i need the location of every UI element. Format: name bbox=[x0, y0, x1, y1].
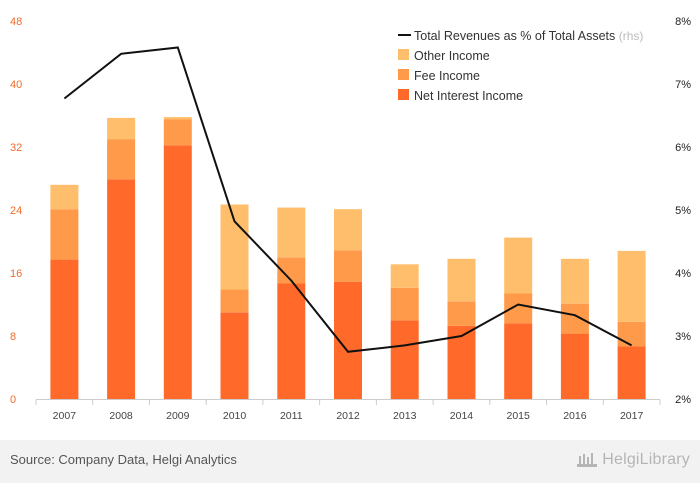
bar-other-income-2012 bbox=[334, 209, 362, 251]
x-ticks: 2007 2008 2009 2010 2011 2012 2013 2014 2015 2016… bbox=[35, 399, 661, 422]
bar-net-interest-income-2007 bbox=[50, 259, 79, 399]
bars-layer bbox=[50, 117, 646, 400]
bar-other-income-2011 bbox=[277, 207, 306, 258]
bar-net-interest-income-2010 bbox=[220, 312, 249, 399]
y-left-tick-label: 24 bbox=[10, 205, 22, 217]
bar-fee-income-2013 bbox=[390, 288, 419, 321]
bar-other-income-2007 bbox=[50, 184, 79, 210]
legend-label-other-income: Other Income bbox=[414, 49, 490, 63]
y-left-tick-label: 8 bbox=[10, 331, 16, 343]
x-tick-label: 2007 bbox=[53, 410, 77, 422]
bar-net-interest-income-2013 bbox=[390, 320, 419, 400]
x-tick-label: 2014 bbox=[450, 410, 474, 422]
footer: Source: Company Data, Helgi Analytics He… bbox=[0, 440, 700, 483]
brand-name: HelgiLibrary bbox=[602, 451, 690, 468]
bar-other-income-2017 bbox=[617, 250, 646, 322]
x-tick-label: 2015 bbox=[507, 410, 531, 422]
x-tick-label: 2017 bbox=[620, 410, 644, 422]
y-right-tick-label: 3% bbox=[675, 331, 691, 343]
bar-net-interest-income-2009 bbox=[163, 145, 192, 399]
bar-fee-income-2017 bbox=[617, 321, 646, 347]
y-right-tick-label: 5% bbox=[675, 205, 691, 217]
bar-other-income-2008 bbox=[107, 117, 136, 140]
y-left-tick-label: 0 bbox=[10, 394, 16, 406]
bar-net-interest-income-2017 bbox=[617, 346, 646, 399]
bar-fee-income-2009 bbox=[163, 119, 192, 146]
x-tick-label: 2010 bbox=[223, 410, 247, 422]
x-tick-label: 2011 bbox=[280, 410, 303, 422]
y-left-tick-label: 32 bbox=[10, 142, 22, 154]
bar-net-interest-income-2016 bbox=[560, 333, 589, 399]
x-tick-label: 2013 bbox=[393, 410, 417, 422]
bar-fee-income-2015 bbox=[504, 293, 533, 324]
x-tick-label: 2009 bbox=[166, 410, 190, 422]
y-left-tick-label: 40 bbox=[10, 79, 22, 91]
legend: Total Revenues as % of Total Assets (rhs… bbox=[398, 29, 643, 103]
brand-logo[interactable]: HelgiLibrary bbox=[576, 449, 690, 471]
bar-other-income-2010 bbox=[220, 204, 249, 290]
source-note: Source: Company Data, Helgi Analytics bbox=[10, 452, 237, 467]
bar-fee-income-2010 bbox=[220, 289, 249, 313]
bar-fee-income-2014 bbox=[447, 301, 476, 326]
bar-other-income-2013 bbox=[390, 264, 419, 288]
y-right-tick-label: 8% bbox=[675, 16, 691, 28]
bar-fee-income-2012 bbox=[334, 250, 362, 282]
legend-label-fee-income: Fee Income bbox=[414, 69, 480, 83]
legend-line-label: Total Revenues as % of Total Assets (rhs… bbox=[414, 29, 643, 43]
legend-swatch-net-interest-income bbox=[398, 89, 409, 100]
y-right-tick-label: 7% bbox=[675, 79, 691, 91]
x-tick-label: 2012 bbox=[336, 410, 360, 422]
y-left-tick-label: 16 bbox=[10, 268, 22, 280]
left-y-axis: 0 8 16 24 32 40 48 bbox=[10, 16, 22, 406]
legend-swatch-fee-income bbox=[398, 69, 409, 80]
bar-net-interest-income-2011 bbox=[277, 283, 306, 399]
bar-fee-income-2007 bbox=[50, 209, 79, 260]
y-right-tick-label: 6% bbox=[675, 142, 691, 154]
bar-net-interest-income-2015 bbox=[504, 323, 533, 399]
x-tick-label: 2008 bbox=[109, 410, 133, 422]
bar-net-interest-income-2008 bbox=[107, 179, 136, 399]
bar-other-income-2009 bbox=[163, 117, 192, 120]
y-right-tick-label: 2% bbox=[675, 394, 691, 406]
bar-fee-income-2008 bbox=[107, 139, 136, 180]
legend-label-net-interest-income: Net Interest Income bbox=[414, 89, 523, 103]
bar-other-income-2014 bbox=[447, 258, 476, 302]
right-y-axis: 2% 3% 4% 5% 6% 7% 8% bbox=[675, 16, 691, 406]
y-left-tick-label: 48 bbox=[10, 16, 22, 28]
x-tick-label: 2016 bbox=[563, 410, 587, 422]
legend-swatch-other-income bbox=[398, 49, 409, 60]
chart-area: 2007 2008 2009 2010 2011 2012 2013 2014 2015 2016… bbox=[10, 16, 691, 422]
y-right-tick-label: 4% bbox=[675, 268, 691, 280]
bar-other-income-2016 bbox=[560, 258, 589, 304]
bar-fee-income-2016 bbox=[560, 303, 589, 334]
library-icon bbox=[577, 453, 598, 467]
revenue-ratio-line bbox=[63, 46, 633, 353]
bar-other-income-2015 bbox=[504, 237, 533, 294]
